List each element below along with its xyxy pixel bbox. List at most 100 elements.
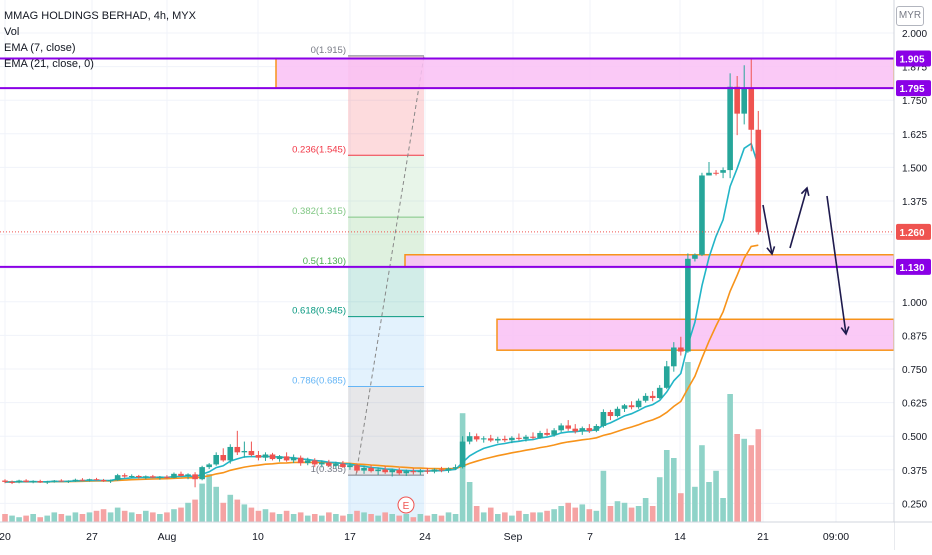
arrow-head (766, 246, 776, 256)
candle (727, 73, 733, 179)
price-tick-label: 0.875 (902, 331, 927, 342)
price-label-bg (896, 223, 931, 240)
volume-bar (297, 512, 304, 522)
volume-bar (614, 501, 621, 522)
volume-bar (128, 512, 135, 522)
candle (523, 434, 529, 442)
candle (361, 465, 367, 474)
candle (347, 463, 353, 470)
candle (396, 467, 403, 475)
candle-body (558, 425, 564, 431)
price-tick-label: 0.500 (902, 432, 927, 443)
volume-bar (114, 507, 121, 522)
candle-body (354, 465, 360, 471)
candle (114, 473, 121, 481)
candle (2, 479, 8, 484)
candle (79, 478, 86, 482)
candle (607, 409, 614, 421)
candle (375, 467, 381, 475)
candle-body (79, 479, 86, 481)
candle-body (150, 476, 156, 478)
candle-body (706, 172, 712, 176)
currency-button[interactable]: MYR (896, 6, 924, 26)
candle (213, 452, 219, 466)
volume-bar (248, 507, 255, 522)
time-tick-label: 24 (419, 531, 431, 543)
volume-bar (495, 514, 501, 522)
candle-body (403, 471, 410, 474)
time-tick-label: Sep (504, 531, 523, 543)
candle-body (2, 480, 8, 482)
candle-body (23, 480, 29, 482)
candle (459, 436, 466, 469)
volume-bar (375, 515, 381, 522)
fib-trend-line (355, 55, 425, 476)
price-tick-label: 1.625 (902, 130, 927, 141)
volume-bar (333, 514, 339, 522)
fib-level-label: 1(0.355) (311, 464, 346, 475)
candle-body (304, 460, 311, 464)
volume-bar (255, 510, 262, 522)
volume-bar (607, 506, 614, 522)
candle-body (551, 430, 557, 435)
volume-bar (382, 512, 388, 522)
volume-bar (593, 510, 600, 522)
candle-body (262, 454, 269, 458)
arrow-shaft (826, 195, 847, 335)
candle-body (326, 462, 332, 466)
candle (269, 452, 276, 461)
volume-bar (544, 510, 550, 522)
candle (171, 472, 177, 479)
candle (30, 480, 36, 484)
candle-body (121, 475, 128, 477)
candle-body (473, 436, 480, 440)
candle-body (234, 446, 241, 453)
candle (614, 406, 621, 418)
candle (326, 459, 332, 467)
volume-bar (199, 483, 205, 522)
volume-bar (530, 512, 536, 522)
candle-body (565, 425, 571, 429)
volume-bar (748, 445, 755, 522)
candle (748, 58, 755, 152)
candle (333, 461, 339, 469)
fib-band (348, 316, 424, 387)
volume-bar (58, 514, 65, 522)
volume-bar (579, 504, 586, 522)
candle-body (607, 412, 614, 417)
candle (656, 385, 663, 400)
fib-level-label: 0.236(1.545) (292, 144, 346, 155)
candle-body (480, 438, 487, 440)
volume-bar (79, 514, 86, 522)
candle (537, 430, 543, 439)
candles (2, 58, 762, 488)
candle-body (734, 86, 740, 114)
candle-body (157, 476, 163, 478)
price-tick-label: 1.375 (902, 197, 927, 208)
candle (565, 420, 571, 431)
time-axis-bg (0, 522, 894, 550)
candle (438, 466, 445, 473)
price-label: 1.130 (896, 258, 931, 275)
volume-bar (389, 514, 395, 522)
candle-body (586, 428, 593, 431)
earnings-marker-label: E (403, 501, 410, 512)
candle-body (206, 464, 212, 468)
volume-bar (283, 510, 290, 522)
earnings-event-marker: E (397, 496, 415, 514)
candle (234, 430, 241, 456)
candle-body (185, 474, 191, 476)
volume-bar (424, 515, 431, 522)
price-label-text: 1.905 (899, 55, 924, 66)
price-tick-label: 0.625 (902, 399, 927, 410)
candle-body (579, 428, 586, 432)
candle (185, 473, 191, 480)
volume-bar (663, 450, 670, 522)
volume-bar (621, 502, 628, 522)
volume-bar (678, 493, 684, 522)
candle (495, 436, 501, 444)
volume-bar (171, 509, 177, 522)
candle (628, 401, 635, 410)
